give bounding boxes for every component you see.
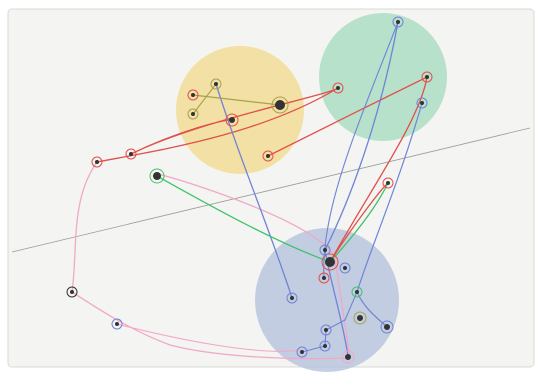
red-line-right xyxy=(267,75,428,263)
marker-ring xyxy=(149,168,165,184)
pencil-diagonal-line xyxy=(11,127,531,253)
marker-ring xyxy=(353,311,367,325)
marker-ring xyxy=(319,244,331,256)
marker-ring xyxy=(66,286,78,298)
olive-line xyxy=(192,94,281,106)
marker-dot xyxy=(322,276,326,280)
marker-ring xyxy=(111,318,123,330)
marker-ring xyxy=(392,16,404,28)
marker-ring xyxy=(332,82,344,94)
marker-dot xyxy=(323,248,327,252)
marker-ring xyxy=(421,71,433,83)
marker-ring xyxy=(210,78,222,90)
marker-dot xyxy=(425,75,429,79)
marker-dot xyxy=(115,322,119,326)
marker-dot xyxy=(290,296,294,300)
marker-ring xyxy=(416,97,428,109)
marker-ring xyxy=(125,148,137,160)
blue-line-right xyxy=(356,102,423,328)
marker-dot xyxy=(191,112,195,116)
marker-ring xyxy=(318,272,330,284)
marker-dot xyxy=(345,354,351,360)
marker-ring xyxy=(351,286,363,298)
marker-dot xyxy=(343,266,347,270)
marker-ring xyxy=(286,292,298,304)
marker-dot xyxy=(214,82,218,86)
marker-dot xyxy=(191,93,195,97)
marker-ring xyxy=(187,108,199,120)
marker-ring xyxy=(339,262,351,274)
marker-dot xyxy=(153,172,161,180)
marker-dot xyxy=(266,154,270,158)
marker-ring xyxy=(262,150,274,162)
red-line-left xyxy=(96,87,339,163)
blue-line-left xyxy=(215,83,293,299)
olive-line-2 xyxy=(192,83,217,115)
marker-dot xyxy=(323,344,327,348)
marker-dot xyxy=(386,181,390,185)
marker-ring xyxy=(380,320,394,334)
green-circle xyxy=(319,13,447,141)
marker-dot xyxy=(325,257,335,267)
marker-dot xyxy=(229,117,235,123)
marker-ring xyxy=(225,113,239,127)
marker-dot xyxy=(357,315,363,321)
marker-ring xyxy=(320,324,332,336)
marker-ring xyxy=(319,340,331,352)
marker-ring xyxy=(341,350,355,364)
marker-dot xyxy=(95,160,99,164)
marker-dot xyxy=(300,350,304,354)
pink-line-lower xyxy=(116,323,301,352)
marker-dot xyxy=(396,20,400,24)
marker-dot xyxy=(324,328,328,332)
marker-dot xyxy=(336,86,340,90)
marker-dots xyxy=(66,16,433,364)
marker-ring xyxy=(271,96,289,114)
blue-line-center xyxy=(324,21,399,358)
marker-dot xyxy=(129,152,133,156)
marker-dot xyxy=(384,324,390,330)
green-line xyxy=(156,175,389,263)
marker-dot xyxy=(420,101,424,105)
marker-dot xyxy=(70,290,74,294)
marker-ring xyxy=(321,253,339,271)
yellow-circle xyxy=(176,46,304,174)
marker-dot xyxy=(355,290,359,294)
marker-ring xyxy=(382,177,394,189)
marker-ring xyxy=(296,346,308,358)
marker-dot xyxy=(275,100,285,110)
blue-circle xyxy=(255,228,399,372)
marker-ring xyxy=(187,89,199,101)
marker-ring xyxy=(91,156,103,168)
